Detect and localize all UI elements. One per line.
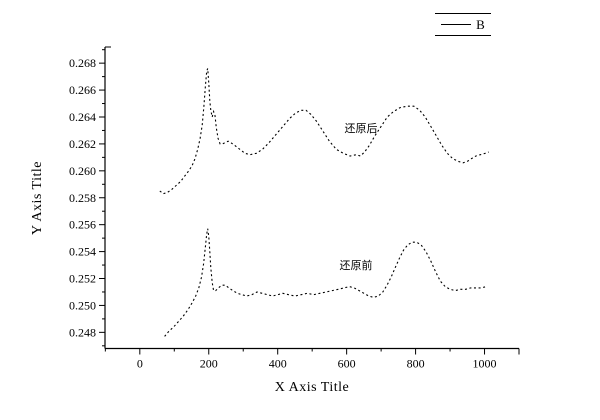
y-tick-label: 0.256 [69,218,96,232]
y-axis-title: Y Axis Title [30,161,45,235]
x-tick-label: 200 [200,357,218,371]
x-tick-label: 0 [137,357,143,371]
x-tick-label: 400 [269,357,287,371]
y-tick-label: 0.262 [69,137,96,151]
y-tick-label: 0.254 [69,245,96,259]
x-axis-title: X Axis Title [274,380,350,395]
y-tick-label: 0.264 [69,110,96,124]
y-tick-label: 0.260 [69,164,96,178]
x-tick-label: 800 [407,357,425,371]
y-tick-label: 0.266 [69,83,96,97]
series-curve-1 [164,228,487,337]
legend-label: B [476,17,485,32]
y-tick-label: 0.258 [69,191,96,205]
legend-box: B [435,13,491,36]
y-tick-label: 0.250 [69,298,96,312]
y-tick-label: 0.268 [69,56,96,70]
legend-line-sample-icon [441,24,472,25]
annotation-before-reduction: 还原前 [339,260,373,272]
y-tick-label: 0.248 [69,325,96,339]
x-tick-label: 1000 [473,357,497,371]
y-tick-label: 0.252 [69,272,96,286]
annotation-after-reduction: 还原后 [344,123,378,135]
series-curve-0 [159,68,489,195]
x-tick-label: 600 [338,357,356,371]
